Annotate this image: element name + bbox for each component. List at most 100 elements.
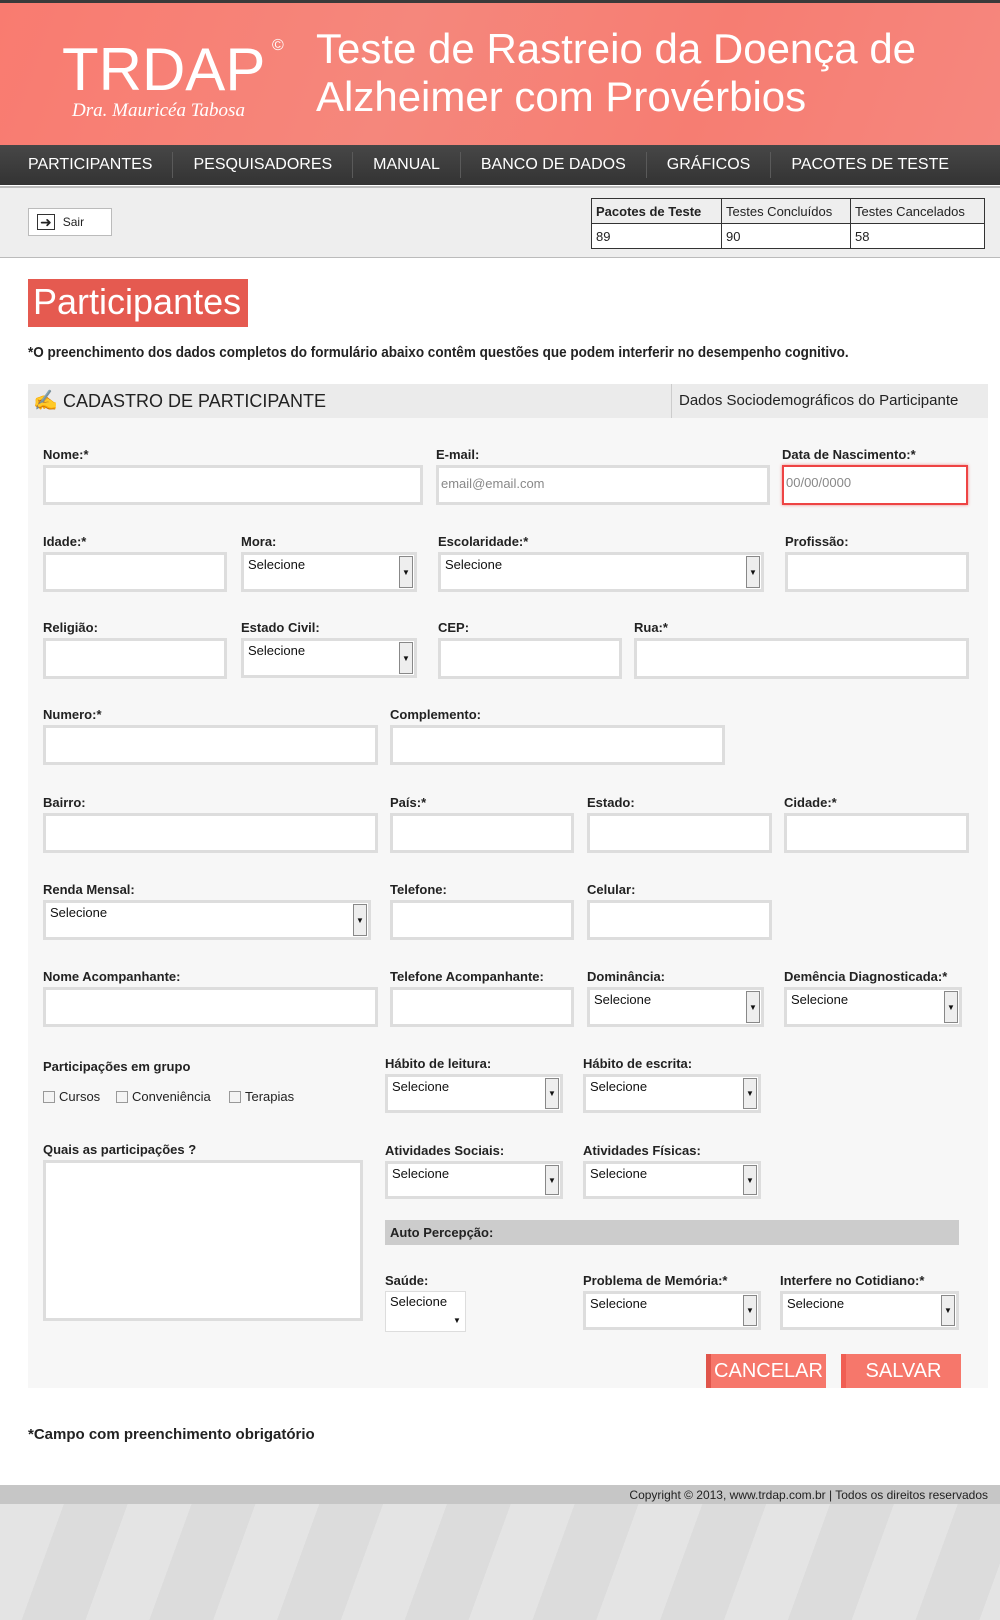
stats-table: Pacotes de Teste Testes Concluídos Teste…	[591, 198, 985, 249]
logout-icon: ➜	[37, 214, 55, 230]
saude-select[interactable]: Selecione ▼	[385, 1291, 466, 1332]
rua-input[interactable]	[634, 638, 969, 679]
escolaridade-select[interactable]: Selecione ▼	[438, 552, 764, 592]
chevron-down-icon[interactable]: ▼	[746, 991, 760, 1023]
interfere-no-cotidiano-select[interactable]: Selecione ▼	[780, 1291, 959, 1330]
chevron-down-icon[interactable]: ▼	[743, 1078, 757, 1109]
rua-label: Rua:*	[634, 620, 668, 635]
site-header	[0, 3, 1000, 145]
nav-graficos[interactable]: GRÁFICOS	[647, 152, 772, 178]
numero-label: Numero:*	[43, 707, 102, 722]
select-value: Selecione	[248, 557, 306, 572]
chevron-down-icon[interactable]: ▼	[545, 1165, 559, 1195]
telefone-acompanhante-input[interactable]	[390, 987, 574, 1027]
estado-label: Estado:	[587, 795, 635, 810]
page-title: Participantes	[28, 279, 248, 327]
cep-input[interactable]	[438, 638, 622, 679]
chevron-down-icon[interactable]: ▼	[353, 904, 367, 936]
numero-input[interactable]	[43, 725, 378, 765]
estado-civil-select[interactable]: Selecione ▼	[241, 638, 417, 678]
estado-civil-label: Estado Civil:	[241, 620, 320, 635]
select-value: Selecione	[590, 1166, 648, 1181]
chevron-down-icon[interactable]: ▼	[453, 1315, 461, 1325]
chevron-down-icon[interactable]: ▼	[545, 1078, 559, 1109]
chevron-down-icon[interactable]: ▼	[399, 642, 413, 674]
pais-input[interactable]	[390, 813, 574, 853]
idade-input[interactable]	[43, 552, 227, 592]
interfere-no-cotidiano-label: Interfere no Cotidiano:*	[780, 1273, 925, 1288]
estado-input[interactable]	[587, 813, 772, 853]
nav-participantes[interactable]: PARTICIPANTES	[8, 152, 174, 178]
auto-percepcao-header: Auto Percepção:	[385, 1220, 959, 1245]
checkbox-cursos[interactable]: Cursos	[43, 1089, 100, 1104]
select-value: Selecione	[390, 1294, 448, 1309]
mora-select[interactable]: Selecione ▼	[241, 552, 417, 592]
cep-label: CEP:	[438, 620, 470, 635]
select-value: Selecione	[590, 1296, 648, 1311]
chevron-down-icon[interactable]: ▼	[743, 1165, 757, 1195]
checkbox-box[interactable]	[43, 1090, 55, 1103]
stats-header: Testes Cancelados	[850, 198, 985, 224]
habito-de-escrita-label: Hábito de escrita:	[583, 1056, 693, 1071]
select-value: Selecione	[787, 1296, 845, 1311]
select-value: Selecione	[791, 992, 849, 1007]
checkbox-conveniencia[interactable]: Conveniência	[116, 1089, 211, 1104]
logo[interactable]: TRDAP	[62, 36, 266, 103]
nome-acompanhante-label: Nome Acompanhante:	[43, 969, 181, 984]
checkbox-terapias[interactable]: Terapias	[229, 1089, 294, 1104]
checkbox-box[interactable]	[116, 1090, 128, 1103]
bairro-input[interactable]	[43, 813, 378, 853]
required-footnote: *Campo com preenchimento obrigatório	[28, 1426, 315, 1443]
complemento-input[interactable]	[390, 725, 725, 765]
select-value: Selecione	[594, 992, 652, 1007]
profissao-input[interactable]	[785, 552, 969, 592]
nav-manual[interactable]: MANUAL	[353, 152, 461, 178]
chevron-down-icon[interactable]: ▼	[743, 1295, 757, 1326]
checkbox-label: Cursos	[59, 1089, 101, 1104]
dominancia-select[interactable]: Selecione ▼	[587, 987, 764, 1027]
top-strip	[0, 0, 1000, 3]
nav-pacotes-de-teste[interactable]: PACOTES DE TESTE	[791, 156, 950, 173]
celular-input[interactable]	[587, 900, 772, 940]
data-de-nascimento-label: Data de Nascimento:*	[782, 447, 916, 462]
dominancia-label: Dominância:	[587, 969, 666, 984]
habito-de-leitura-select[interactable]: Selecione ▼	[385, 1074, 563, 1113]
mora-label: Mora:	[241, 534, 277, 549]
nome-input[interactable]	[43, 465, 423, 505]
chevron-down-icon[interactable]: ▼	[941, 1295, 955, 1326]
nav-pesquisadores[interactable]: PESQUISADORES	[173, 152, 354, 178]
select-value: Selecione	[50, 905, 108, 920]
problema-de-memoria-select[interactable]: Selecione ▼	[583, 1291, 761, 1330]
escolaridade-label: Escolaridade:*	[438, 534, 529, 549]
celular-label: Celular:	[587, 882, 636, 897]
atividades-fisicas-select[interactable]: Selecione ▼	[583, 1161, 761, 1199]
chevron-down-icon[interactable]: ▼	[944, 991, 958, 1023]
demencia-diagnosticada-select[interactable]: Selecione ▼	[784, 987, 962, 1027]
religiao-label: Religião:	[43, 620, 98, 635]
telefone-acompanhante-label: Telefone Acompanhante:	[390, 969, 544, 984]
form-notice: *O preenchimento dos dados completos do …	[28, 344, 849, 361]
copyright-mark: ©	[272, 37, 284, 54]
renda-mensal-select[interactable]: Selecione ▼	[43, 900, 371, 940]
logout-button[interactable]: ➜ Sair	[28, 208, 112, 236]
cidade-input[interactable]	[784, 813, 969, 853]
problema-de-memoria-label: Problema de Memória:*	[583, 1273, 728, 1288]
e-mail-input[interactable]: email@email.com	[436, 465, 770, 505]
habito-de-escrita-select[interactable]: Selecione ▼	[583, 1074, 761, 1113]
checkbox-box[interactable]	[229, 1090, 241, 1103]
atividades-sociais-select[interactable]: Selecione ▼	[385, 1161, 563, 1199]
nav-banco-de-dados[interactable]: BANCO DE DADOS	[461, 152, 647, 178]
stats-value: 90	[721, 223, 851, 249]
chevron-down-icon[interactable]: ▼	[399, 556, 413, 588]
group-participation-label: Participações em grupo	[43, 1059, 191, 1074]
chevron-down-icon[interactable]: ▼	[746, 556, 760, 588]
nome-acompanhante-input[interactable]	[43, 987, 378, 1027]
telefone-input[interactable]	[390, 900, 574, 940]
cancel-button[interactable]: CANCELAR	[706, 1354, 826, 1388]
quais-as-participacoes-textarea[interactable]	[43, 1160, 363, 1321]
renda-mensal-label: Renda Mensal:	[43, 882, 135, 897]
save-button[interactable]: SALVAR	[841, 1354, 961, 1388]
nome-label: Nome:*	[43, 447, 89, 462]
religiao-input[interactable]	[43, 638, 227, 679]
data-de-nascimento-input[interactable]: 00/00/0000	[782, 465, 968, 505]
